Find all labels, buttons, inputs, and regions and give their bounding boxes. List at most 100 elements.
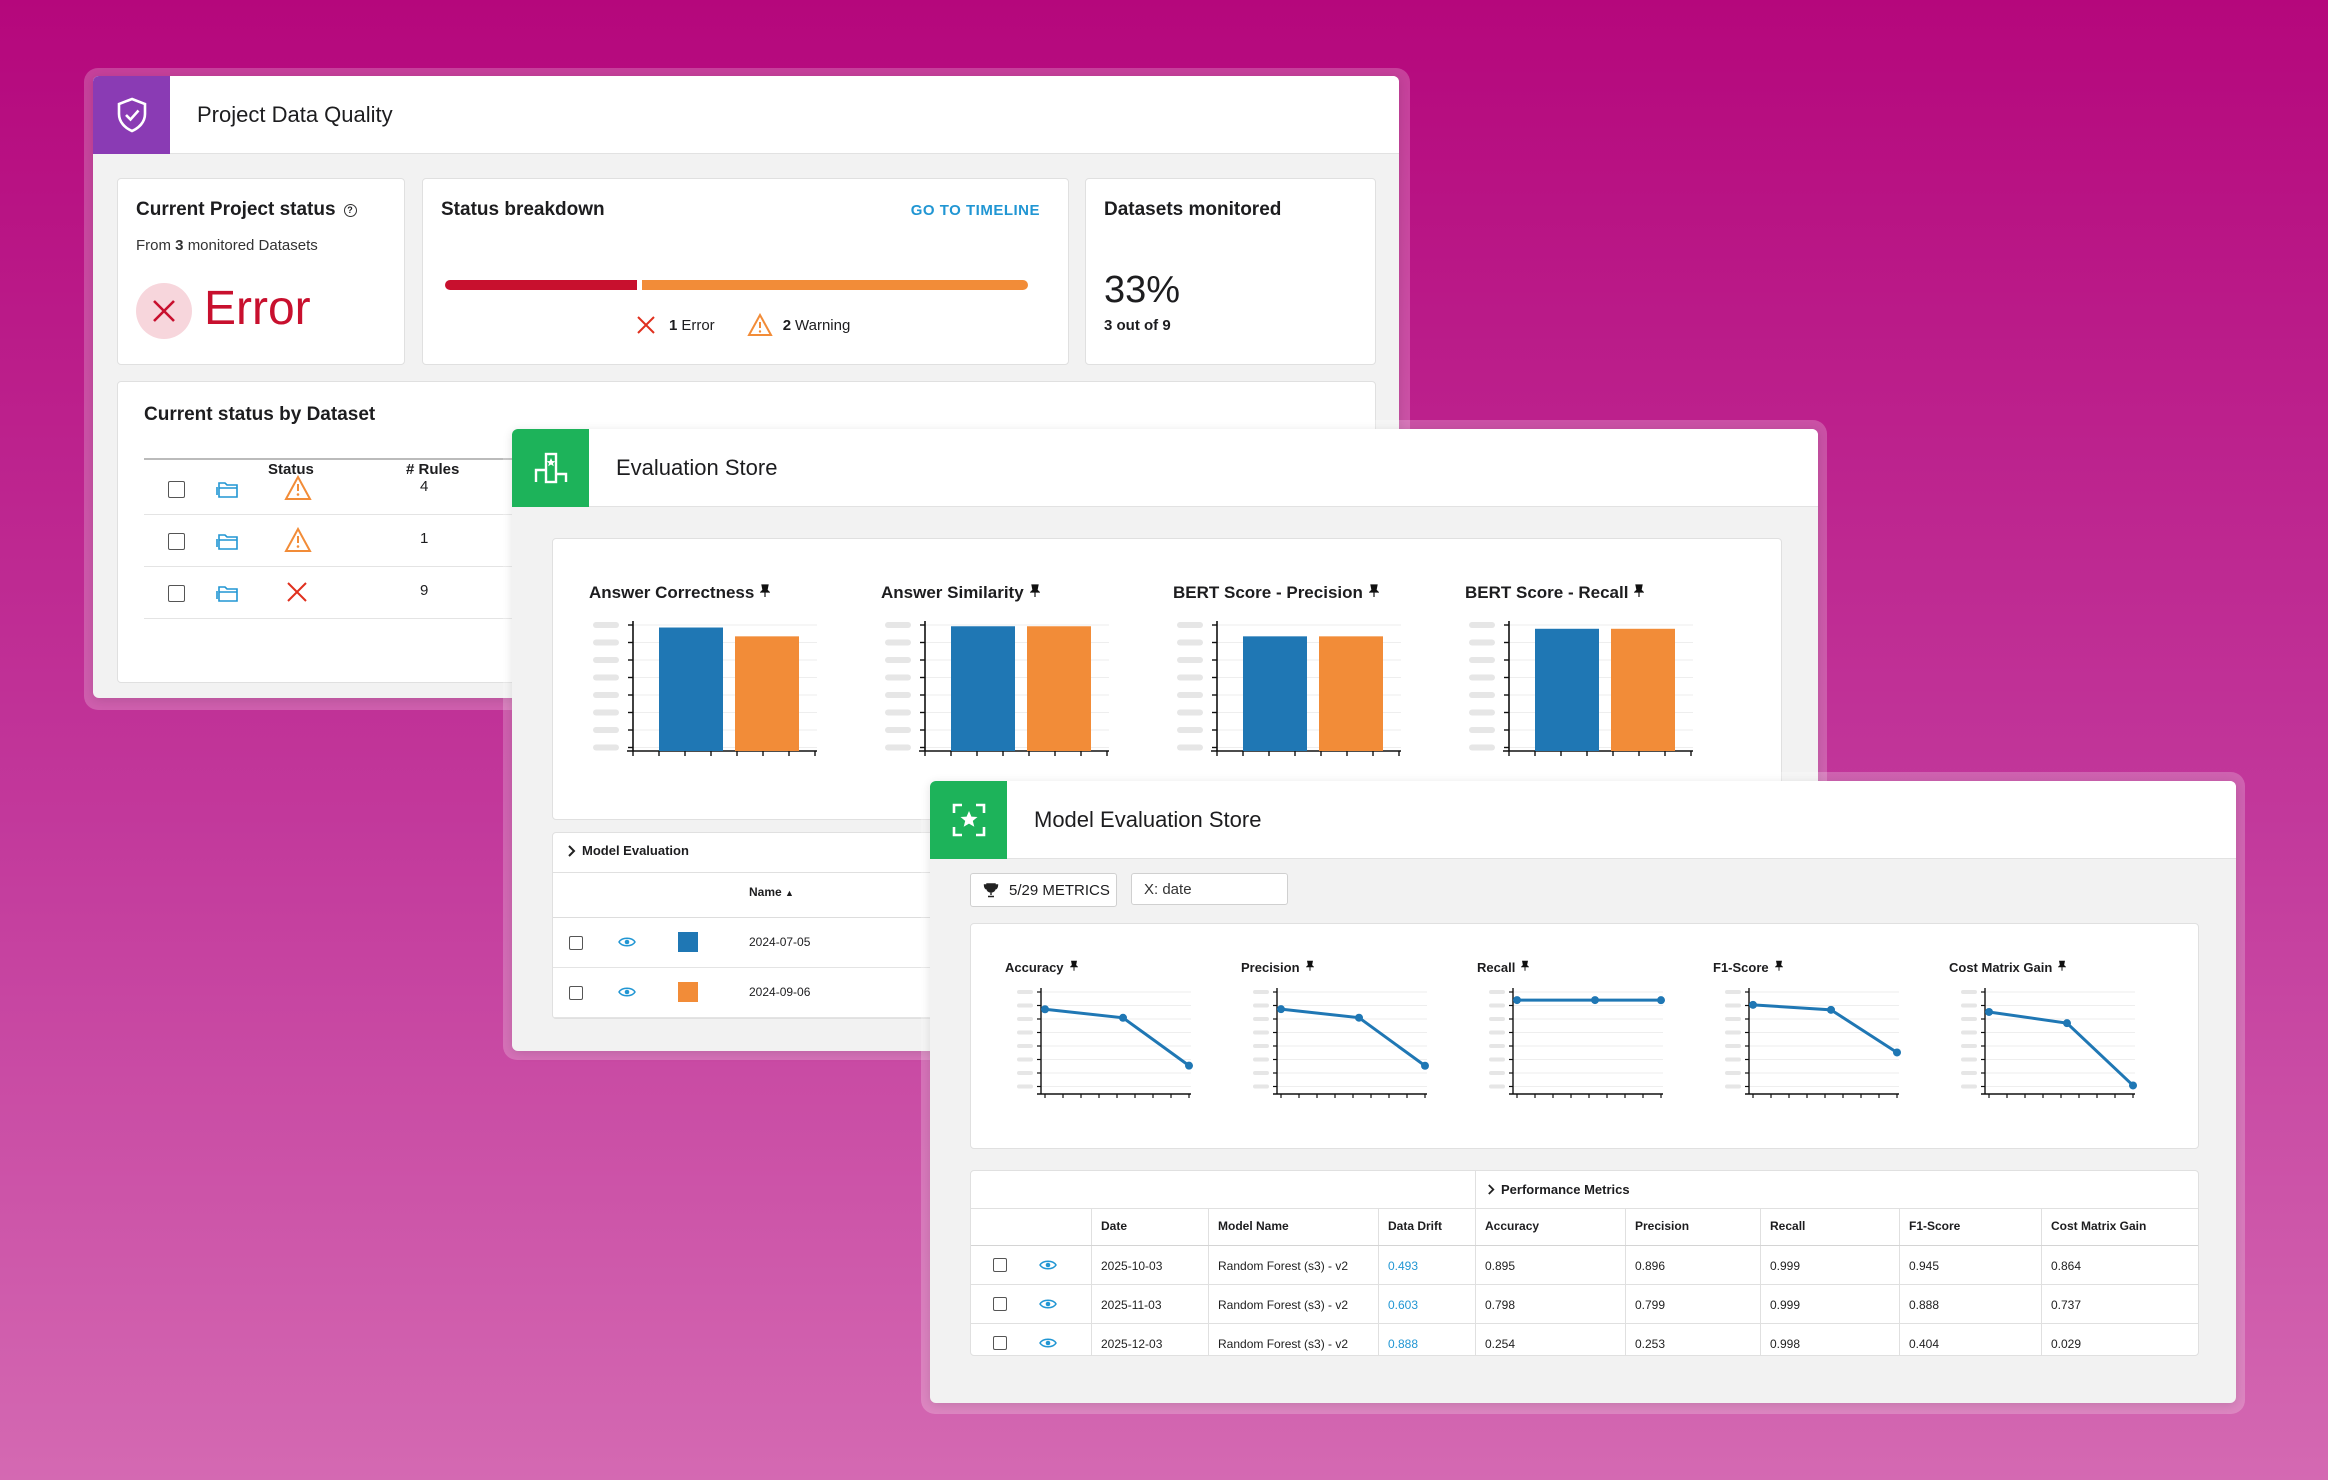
pin-icon[interactable] [1029,584,1041,601]
data-point[interactable] [1893,1048,1901,1057]
table-cell: 0.864 [2051,1259,2082,1273]
row-checkbox[interactable] [168,585,185,602]
y-tick-label [885,709,911,716]
y-tick-label [1017,1003,1033,1008]
table-row[interactable] [971,1323,2198,1324]
y-tick-label [1177,657,1203,663]
data-point[interactable] [1985,1007,1993,1016]
y-tick-label [593,622,619,628]
data-point[interactable] [1119,1013,1127,1022]
card-title: Current status by Dataset [144,404,376,425]
pin-icon[interactable] [1634,584,1645,601]
pin-icon[interactable] [1774,960,1783,975]
y-tick-label [885,727,911,733]
y-tick-label [1961,990,1977,994]
info-icon[interactable]: ? [343,204,357,217]
pin-icon[interactable] [1368,584,1380,601]
card-title: Datasets monitored [1104,199,1282,220]
data-point[interactable] [2129,1081,2137,1090]
x-axis-field-input[interactable]: X: date [1131,873,1288,905]
row-checkbox[interactable] [993,1336,1007,1350]
folder-icon[interactable] [215,531,241,556]
current-status-card: Current Project status? From 3 monitored… [117,178,405,365]
pin-icon[interactable] [1305,960,1314,975]
data-drift-value[interactable]: 0.888 [1388,1337,1419,1351]
table-cell: 2025-11-03 [1101,1298,1162,1312]
metrics-selector-button[interactable]: 5/29 METRICS [970,873,1117,907]
eye-icon[interactable] [1039,1297,1057,1316]
row-checkbox[interactable] [569,936,583,950]
go-to-timeline-link[interactable]: GO TO TIMELINE [910,202,1040,219]
column-header[interactable]: F1-Score [1909,1219,1961,1233]
data-point[interactable] [1513,996,1521,1005]
row-checkbox[interactable] [168,533,185,550]
row-checkbox[interactable] [993,1258,1007,1272]
data-point[interactable] [1041,1005,1049,1014]
pin-icon[interactable] [1520,960,1530,975]
data-point[interactable] [1421,1061,1429,1070]
column-name[interactable]: Name ▲ [749,885,794,899]
y-tick-label [1725,990,1741,994]
data-drift-value[interactable]: 0.603 [1388,1298,1419,1312]
column-header[interactable]: Cost Matrix Gain [2051,1219,2147,1233]
bar[interactable] [1611,628,1675,751]
data-point[interactable] [1355,1013,1363,1022]
bar[interactable] [1027,626,1091,751]
data-point[interactable] [1591,996,1599,1005]
table-row[interactable] [971,1284,2198,1285]
column-header[interactable]: Precision [1635,1219,1690,1233]
rules-count: 1 [420,530,429,547]
shield-check-icon [93,76,170,154]
eye-icon[interactable] [618,935,636,954]
column-header[interactable]: Recall [1770,1219,1806,1233]
data-point[interactable] [1657,996,1665,1005]
line-chart [1725,988,1901,1098]
row-checkbox[interactable] [569,986,583,1000]
column-header[interactable]: Model Name [1218,1219,1289,1233]
column-header[interactable]: Accuracy [1485,1219,1540,1233]
y-tick-label [1489,1071,1505,1075]
table-cell: 0.404 [1909,1337,1940,1351]
pin-icon[interactable] [759,584,771,601]
rules-count: 9 [420,582,429,599]
table-row[interactable]: 1 [144,514,544,567]
pin-icon[interactable] [2057,960,2067,975]
bar-chart [593,621,817,756]
bar[interactable] [735,636,799,751]
folder-icon[interactable] [215,583,241,608]
line-chart [1253,988,1429,1098]
bar[interactable] [659,627,723,751]
table-row[interactable]: 4 [144,462,544,515]
y-tick-label [885,622,911,628]
y-tick-label [1469,674,1495,681]
y-tick-label [1469,657,1495,663]
pin-icon[interactable] [1069,960,1078,975]
table-row[interactable]: 9 [144,566,544,619]
bar[interactable] [1535,628,1599,751]
data-point[interactable] [2063,1019,2071,1028]
row-checkbox[interactable] [993,1297,1007,1311]
column-header[interactable]: Date [1101,1219,1128,1233]
y-tick-label [1253,1044,1269,1048]
data-drift-value[interactable]: 0.493 [1388,1259,1419,1273]
data-point[interactable] [1827,1005,1835,1014]
eye-icon[interactable] [1039,1258,1057,1277]
row-checkbox[interactable] [168,481,185,498]
performance-metrics-group-toggle[interactable]: Performance Metrics [1487,1182,1630,1197]
eye-icon[interactable] [618,985,636,1004]
data-point[interactable] [1749,1000,1757,1009]
table-cell: 0.895 [1485,1259,1516,1273]
eye-icon[interactable] [1039,1336,1057,1355]
data-point[interactable] [1277,1005,1285,1014]
warning-icon [746,313,773,336]
bar[interactable] [1243,636,1307,751]
bar[interactable] [1319,636,1383,751]
table-cell: 0.896 [1635,1259,1666,1273]
data-point[interactable] [1185,1061,1193,1070]
folder-icon[interactable] [215,479,241,504]
bar[interactable] [951,626,1015,751]
model-evaluation-toggle[interactable]: Model Evaluation [567,843,689,858]
bar-chart [1177,621,1401,756]
column-header[interactable]: Data Drift [1388,1219,1443,1233]
status-progress-bar [445,280,1028,290]
